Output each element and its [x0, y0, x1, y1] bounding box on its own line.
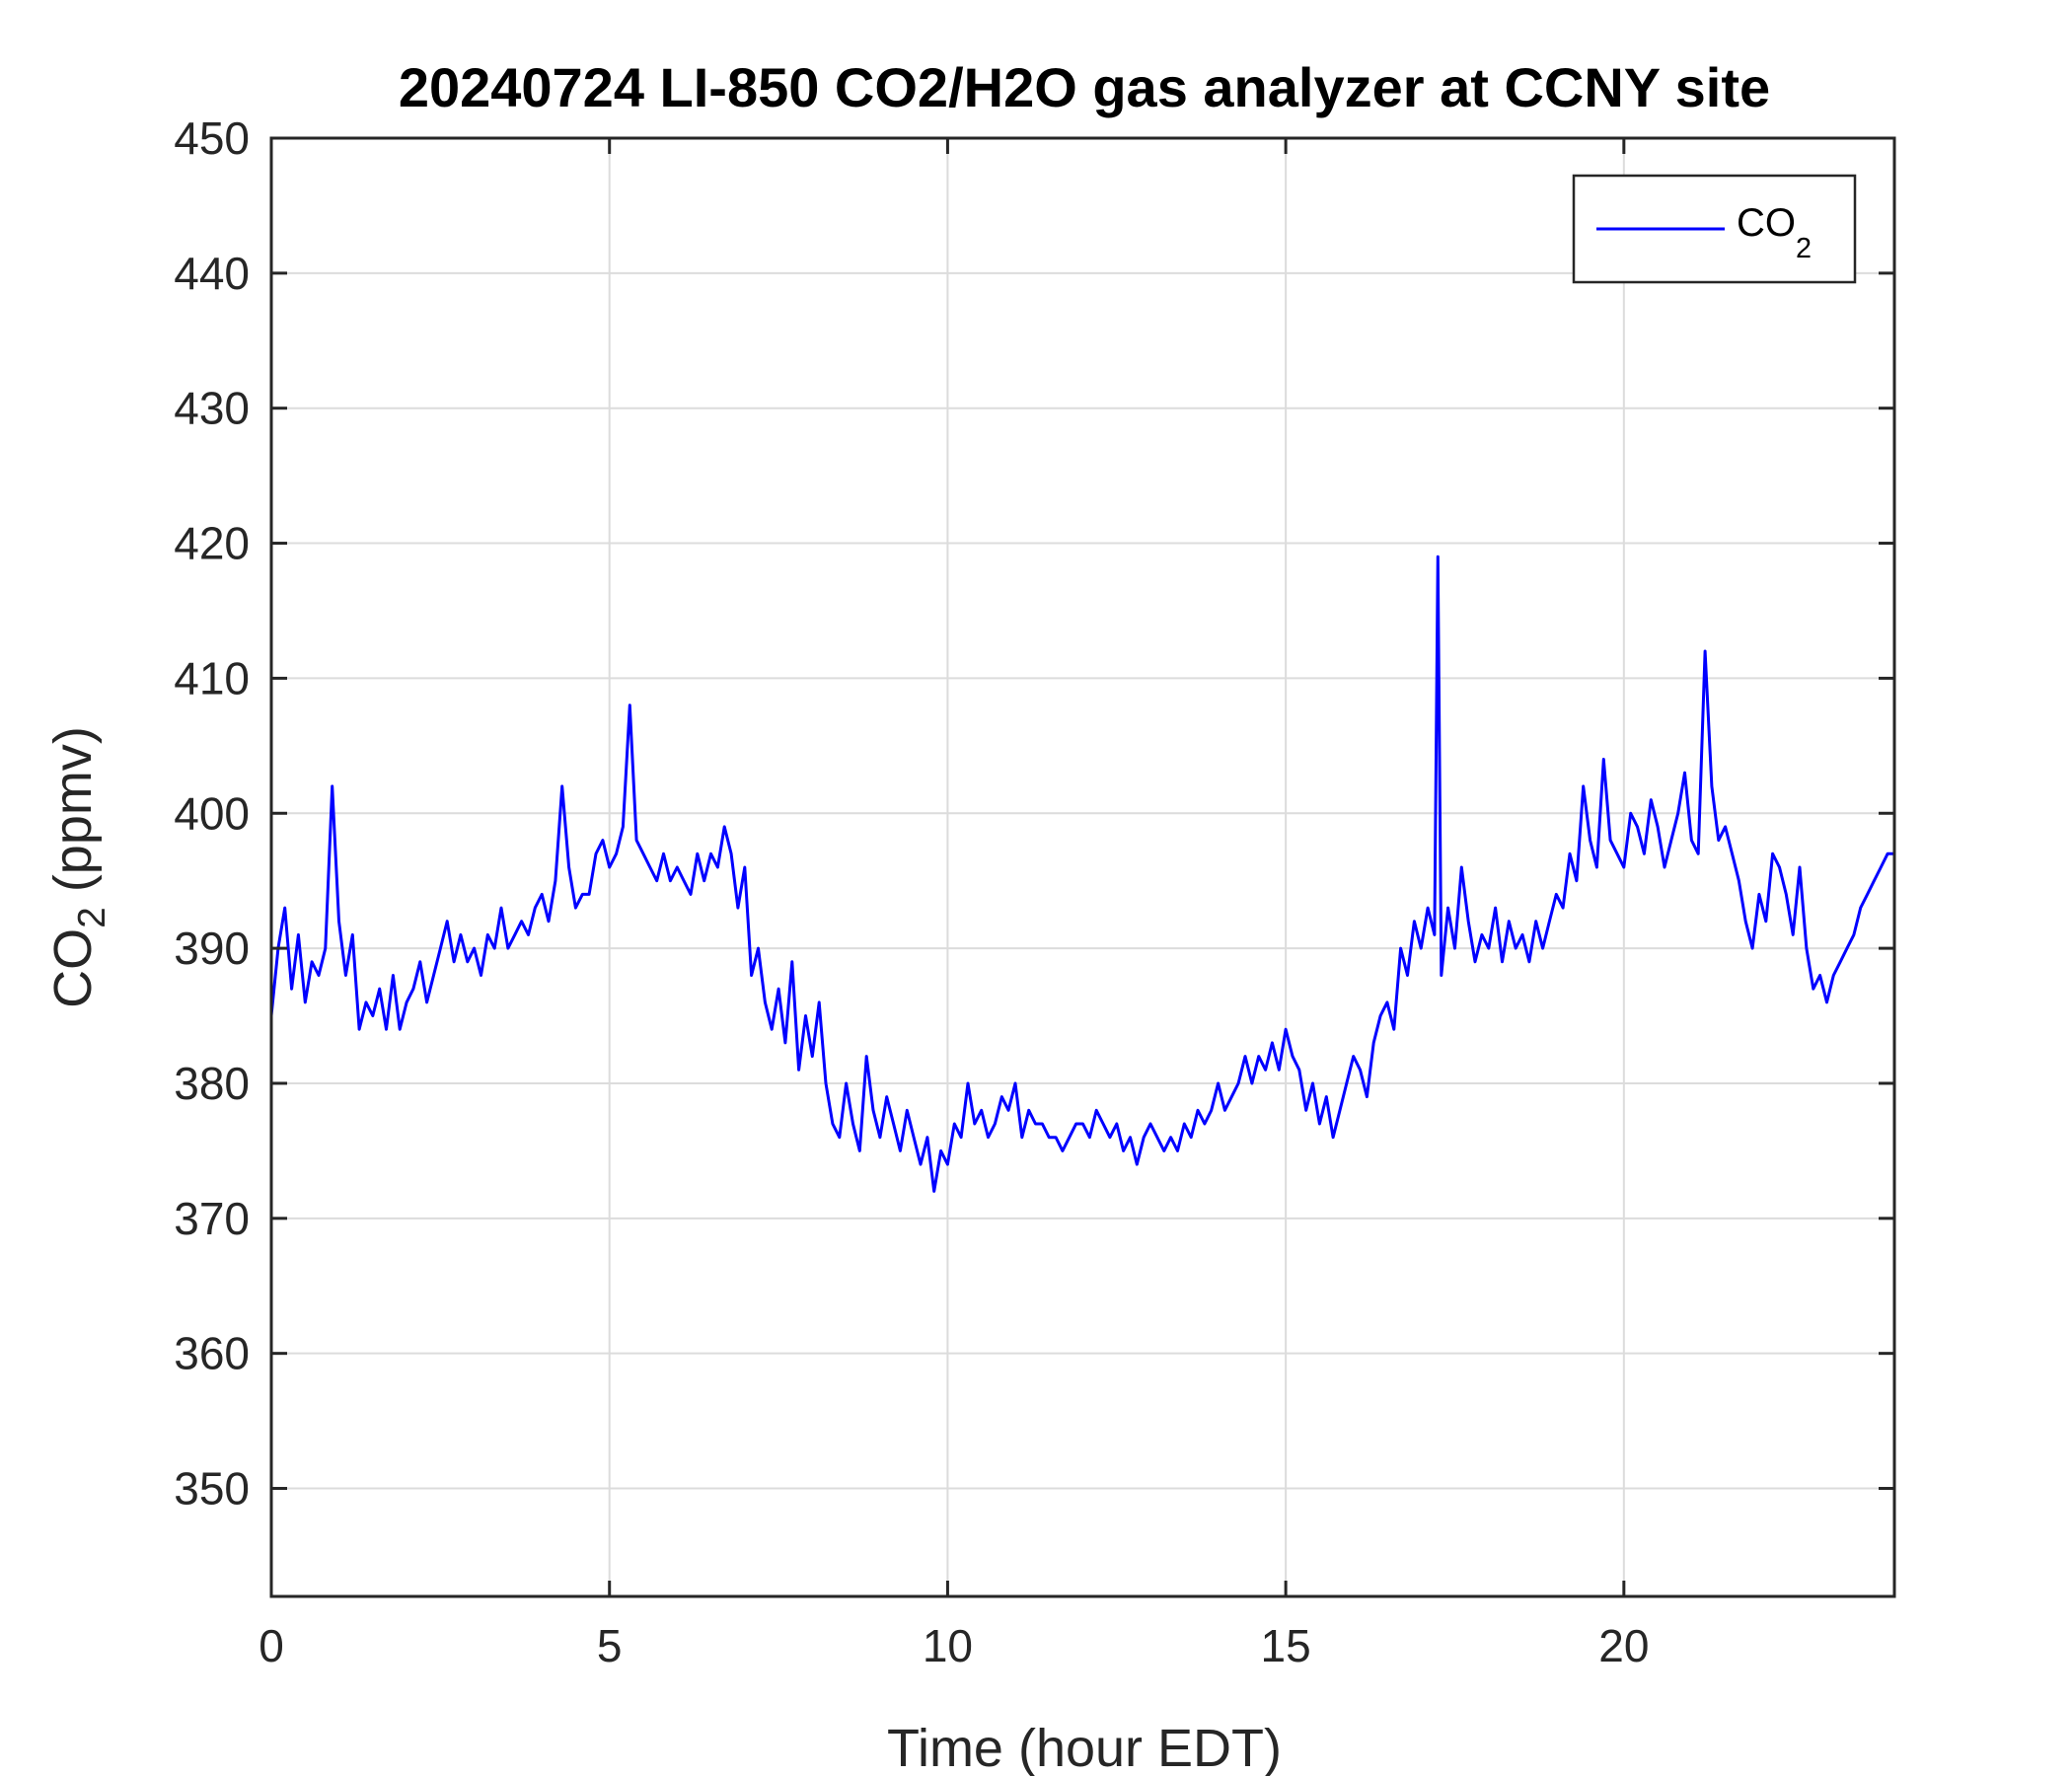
y-axis-label: CO2 (ppmv) — [43, 726, 113, 1008]
tick-marks — [269, 136, 1894, 1596]
y-axis-label-main: CO — [43, 928, 103, 1008]
y-tick-label: 420 — [174, 518, 250, 569]
y-tick-label: 440 — [174, 248, 250, 299]
x-tick-label: 10 — [923, 1620, 973, 1671]
plot-frame — [269, 136, 1896, 1598]
y-tick-label: 370 — [174, 1193, 250, 1244]
legend-entry-co2: CO2 — [1737, 201, 1812, 264]
y-axis-label-subscript: 2 — [71, 907, 113, 928]
co2-series — [269, 555, 1894, 1193]
y-tick-label: 400 — [174, 787, 250, 839]
y-tick-labels: 350 360 370 380 390 400 410 420 430 440 450 — [174, 112, 250, 1515]
x-tick-label: 5 — [597, 1620, 623, 1671]
x-tick-label: 0 — [259, 1620, 284, 1671]
y-tick-label: 380 — [174, 1058, 250, 1109]
legend: CO2 — [1572, 174, 1857, 284]
y-tick-label: 430 — [174, 383, 250, 434]
x-tick-labels: 0 5 10 15 20 — [259, 1620, 1649, 1671]
plot-area — [271, 138, 1894, 1596]
y-tick-label: 360 — [174, 1328, 250, 1379]
y-tick-label: 390 — [174, 923, 250, 974]
series-line-co2 — [269, 555, 1894, 1193]
legend-entry-subscript: 2 — [1796, 233, 1812, 264]
y-tick-label: 410 — [174, 652, 250, 703]
y-tick-label: 350 — [174, 1463, 250, 1515]
x-axis-label: Time (hour EDT) — [887, 1719, 1282, 1776]
chart-title: 20240724 LI-850 CO2/H2O gas analyzer at … — [399, 56, 1770, 118]
y-tick-label: 450 — [174, 112, 250, 164]
legend-entry-main: CO — [1737, 201, 1796, 245]
y-axis-label-suffix: (ppmv) — [43, 726, 103, 907]
x-tick-label: 20 — [1598, 1620, 1649, 1671]
x-tick-label: 15 — [1261, 1620, 1311, 1671]
